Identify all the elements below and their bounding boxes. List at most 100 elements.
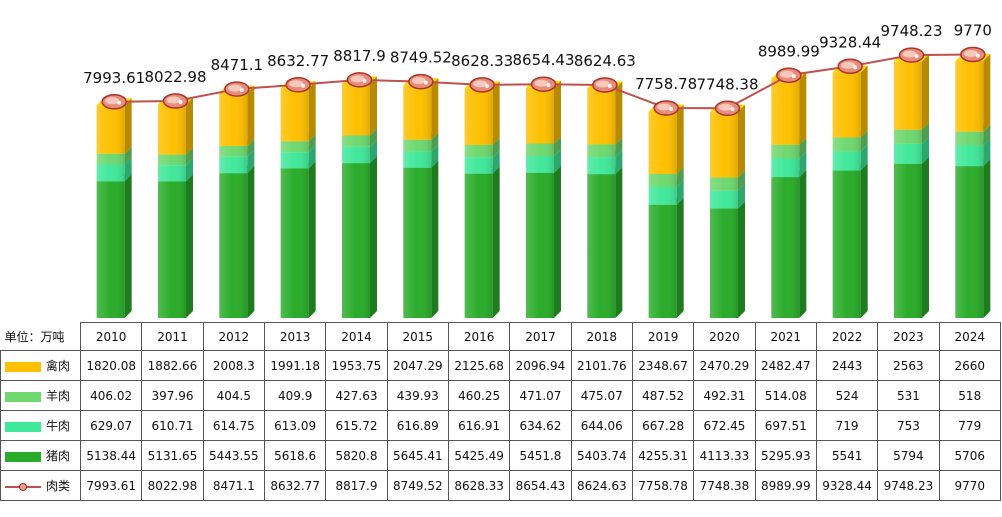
bar-禽肉-2023-side [922,54,929,130]
bar-羊肉-2015-gloss [403,139,432,152]
cell-猪肉-2013: 5618.6 [263,440,327,471]
bar-羊肉-2011-side [186,147,193,166]
table-row-猪肉: 猪肉 5138.44 5131.65 5443.55 5618.6 5820.8 5645.… [0,440,1001,471]
total-point-2010 [101,94,127,110]
cell-禽肉-2020: 2470.29 [693,350,756,381]
bar-禽肉-2021-gloss [771,78,800,145]
data-table: 单位：万吨 2010 2011 2012 2013 2014 2015 2016 2017 201… [0,322,1001,501]
tick-label-2023: 2023 [877,322,940,351]
total-point-2024 [960,46,986,63]
cell-牛肉-2017: 634.62 [509,410,572,441]
bar-牛肉-2023-side [922,136,929,164]
cell-肉类-2013: 8632.77 [263,470,327,501]
table-row-禽肉: 禽肉 1820.08 1882.66 2008.3 1991.18 1953.75 2047… [0,350,1001,381]
legend-swatch [5,451,41,462]
cell-羊肉-2012: 404.5 [202,380,265,411]
bar-猪肉-2020-side [738,201,745,318]
cell-肉类-2014: 8817.9 [325,470,388,501]
cell-牛肉-2021: 697.51 [754,410,817,441]
bar-禽肉-2013-side [308,81,316,142]
cell-牛肉-2016: 616.91 [447,410,511,441]
bar-羊肉-2014-gloss [342,135,370,147]
cell-牛肉-2024: 779 [938,410,1001,441]
legend-禽肉: 禽肉 [0,350,81,381]
bar-禽肉-2014-side [370,76,377,136]
bar-羊肉-2018-gloss [587,144,616,158]
cell-牛肉-2020: 672.45 [693,410,756,441]
cell-肉类-2015: 8749.52 [386,470,449,501]
cell-羊肉-2015: 439.93 [386,380,449,411]
cell-禽肉-2021: 2482.47 [754,350,817,381]
total-point-2023 [898,47,925,63]
bar-禽肉-2019-gloss [648,111,677,175]
cell-牛肉-2022: 719 [815,410,879,441]
bar-羊肉-2013-side [308,134,316,153]
bar-猪肉-2010-gloss [96,181,125,318]
total-point-2017 [530,76,557,92]
cell-羊肉-2023: 531 [877,380,940,411]
bar-牛肉-2021-side [799,151,807,178]
cell-猪肉-2014: 5820.8 [325,440,388,471]
bar-禽肉-2015-gloss [403,85,432,140]
cell-肉类-2019: 7758.78 [631,470,695,501]
cell-猪肉-2018: 5403.74 [570,440,633,471]
bar-禽肉-2019-side [676,104,684,175]
cell-猪肉-2024: 5706 [938,440,1001,471]
cell-猪肉-2022: 5541 [815,440,879,471]
bar-猪肉-2018-side [615,167,623,318]
bar-禽肉-2012-side [247,85,255,147]
bar-羊肉-2021-side [799,137,807,159]
total-label-2021: 8989.99 [758,42,820,60]
cell-牛肉-2010: 629.07 [79,410,143,441]
total-label-2023: 9748.23 [880,22,942,40]
cell-肉类-2020: 7748.38 [693,470,756,501]
bar-猪肉-2018-gloss [587,174,616,318]
tick-label-2018: 2018 [570,322,633,351]
bar-猪肉-2017-side [554,165,561,318]
bar-猪肉-2013-gloss [280,168,309,318]
bar-牛肉-2021-gloss [771,158,800,178]
bar-羊肉-2022-side [860,130,868,152]
cell-禽肉-2015: 2047.29 [386,350,449,381]
bar-禽肉-2020-gloss [710,111,738,178]
bar-牛肉-2012-side [247,149,255,174]
tick-label-2016: 2016 [447,322,511,351]
bar-禽肉-2018-gloss [587,88,616,145]
total-point-2015 [408,73,434,90]
bar-猪肉-2022-side [860,163,868,318]
tick-label-2011: 2011 [141,322,204,351]
cell-羊肉-2021: 514.08 [754,380,817,411]
cell-猪肉-2010: 5138.44 [79,440,143,471]
bar-羊肉-2015-side [431,132,439,152]
cell-羊肉-2017: 471.07 [509,380,572,411]
cell-肉类-2021: 8989.99 [754,470,817,501]
cell-肉类-2010: 7993.61 [79,470,143,501]
bar-羊肉-2019-side [676,167,684,187]
cell-猪肉-2019: 4255.31 [631,440,695,471]
tick-label-2014: 2014 [325,322,388,351]
tick-label-2020: 2020 [693,322,756,351]
bar-牛肉-2022-gloss [832,151,861,171]
bar-牛肉-2018-side [615,150,623,175]
cell-牛肉-2023: 753 [877,410,940,441]
total-label-2018: 8624.63 [574,52,636,70]
bar-牛肉-2019-side [676,179,684,205]
cell-肉类-2011: 8022.98 [141,470,204,501]
cell-牛肉-2012: 614.75 [202,410,265,441]
bar-猪肉-2023-side [922,156,929,318]
bar-猪肉-2012-side [247,166,255,318]
bar-猪肉-2016-side [492,166,500,318]
cell-肉类-2012: 8471.1 [202,470,265,501]
total-label-2017: 8654.43 [512,51,574,69]
total-label-2010: 7993.61 [83,69,145,87]
bar-猪肉-2021-gloss [771,177,800,318]
cell-禽肉-2014: 1953.75 [325,350,388,381]
bar-牛肉-2016-side [492,150,500,174]
tick-label-2015: 2015 [386,322,449,351]
cell-肉类-2016: 8628.33 [447,470,511,501]
bar-禽肉-2013-gloss [280,88,309,142]
bar-猪肉-2020-gloss [710,208,738,318]
bar-羊肉-2011-gloss [158,154,186,166]
total-point-2022 [837,58,863,75]
total-point-2016 [469,77,495,93]
